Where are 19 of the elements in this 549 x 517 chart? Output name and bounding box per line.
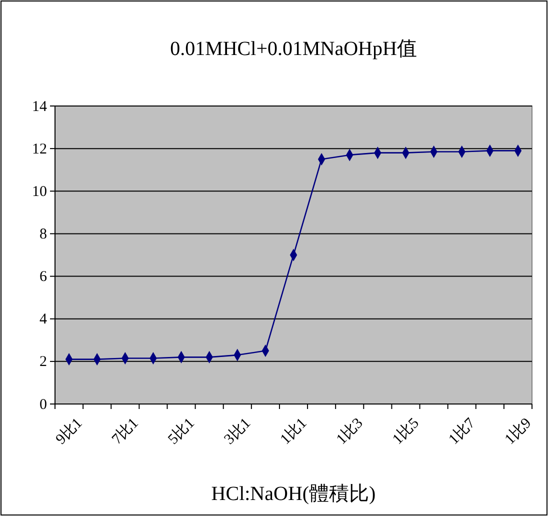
x-tick-label: 7比1 — [108, 414, 142, 448]
x-tick-label: 3比1 — [220, 414, 254, 448]
x-tick-label: 1比7 — [445, 414, 479, 448]
y-tick-label: 8 — [40, 226, 47, 243]
x-tick-label: 1比9 — [501, 414, 535, 448]
y-tick-label: 6 — [40, 269, 48, 286]
x-tick-label: 1比5 — [389, 414, 422, 448]
x-tick-label: 1比1 — [276, 414, 310, 448]
y-tick-label: 14 — [32, 98, 48, 115]
x-tick-label: 1比3 — [333, 414, 366, 448]
y-tick-label: 0 — [40, 396, 47, 413]
y-tick-label: 12 — [32, 141, 47, 158]
x-tick-label: 5比1 — [164, 414, 198, 448]
y-tick-label: 2 — [40, 354, 47, 370]
x-tick-label: 9比1 — [52, 414, 86, 448]
y-tick-label: 10 — [32, 184, 47, 200]
chart-title: 0.01MHCl+0.01MNaOHpH值 — [170, 38, 417, 60]
y-tick-label: 4 — [40, 312, 48, 328]
x-axis-title: HCl:NaOH(體積比) — [211, 483, 376, 505]
